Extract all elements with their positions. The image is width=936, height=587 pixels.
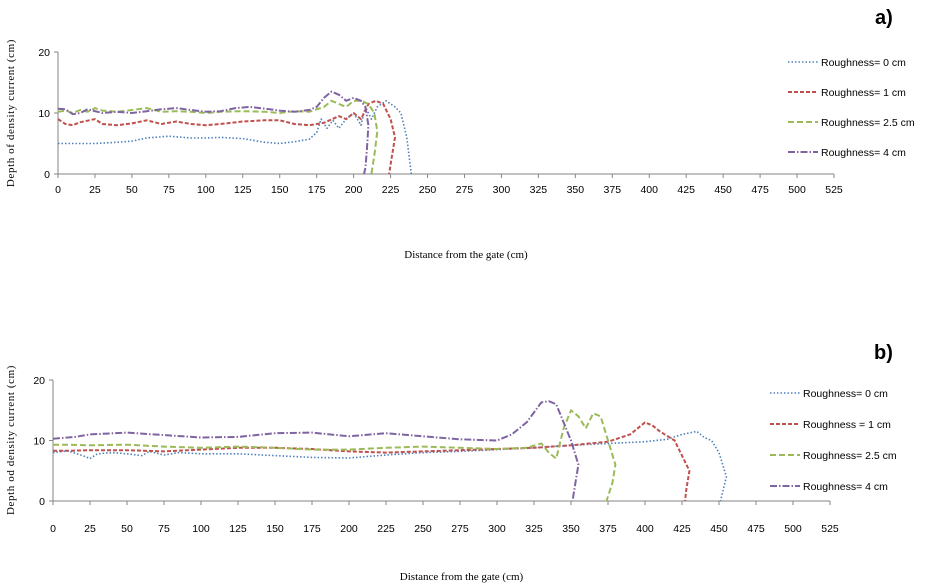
x-tick-label: 325 [525,523,543,535]
y-tick-label: 20 [33,375,45,387]
x-tick-label: 425 [673,523,691,535]
x-tick-label: 325 [530,184,548,196]
panel-label: b) [874,342,893,364]
x-tick-label: 150 [266,523,284,535]
y-axis-title: Depth od density current (cm) [5,365,17,515]
x-tick-label: 250 [419,184,437,196]
x-tick-label: 450 [710,523,728,535]
x-tick-label: 300 [493,184,511,196]
x-tick-label: 0 [55,184,61,196]
x-tick-label: 50 [126,184,138,196]
x-tick-label: 0 [50,523,56,535]
series-line-0 [58,100,413,175]
x-tick-label: 75 [158,523,170,535]
x-tick-label: 300 [488,523,506,535]
series-line-1 [53,421,691,502]
x-tick-label: 100 [197,184,215,196]
x-tick-label: 25 [89,184,101,196]
y-tick-label: 10 [33,436,45,448]
y-tick-label: 10 [38,108,50,120]
series-line-3 [52,400,580,502]
x-tick-label: 225 [377,523,395,535]
legend-label: Roughness= 2.5 cm [821,117,915,129]
y-tick-label: 20 [38,47,50,59]
x-tick-label: 375 [604,184,622,196]
series-line-1 [57,99,396,175]
x-tick-label: 125 [234,184,252,196]
series-line-3 [57,90,370,175]
x-axis-title: Distance from the gate (cm) [400,571,524,583]
x-tick-label: 425 [677,184,695,196]
x-tick-label: 525 [825,184,843,196]
y-axis-title: Depth of density current (cm) [5,39,17,187]
panel-label: a) [875,7,893,29]
x-tick-label: 75 [163,184,175,196]
x-tick-label: 500 [788,184,806,196]
x-tick-label: 525 [821,523,839,535]
x-tick-label: 250 [414,523,432,535]
legend-label: Roughness= 1 cm [821,87,906,99]
x-axis-title: Distance from the gate (cm) [404,249,528,261]
x-tick-label: 450 [714,184,732,196]
x-tick-label: 200 [340,523,358,535]
series-line-0 [52,430,728,502]
x-tick-label: 475 [747,523,765,535]
x-tick-label: 175 [303,523,321,535]
x-tick-label: 275 [451,523,469,535]
x-tick-label: 475 [751,184,769,196]
x-tick-label: 225 [382,184,400,196]
x-tick-label: 350 [567,184,585,196]
x-tick-label: 500 [784,523,802,535]
legend-label: Roughness = 1 cm [803,419,891,431]
x-tick-label: 150 [271,184,289,196]
x-tick-label: 175 [308,184,326,196]
legend-label: Roughness= 0 cm [821,57,906,69]
x-tick-label: 400 [636,523,654,535]
legend-label: Roughness= 4 cm [803,481,888,493]
series-line-2 [57,99,379,175]
legend-label: Roughness= 0 cm [803,388,888,400]
y-tick-label: 0 [44,169,50,181]
series-line-2 [53,409,617,502]
x-tick-label: 350 [562,523,580,535]
x-tick-label: 275 [456,184,474,196]
legend-label: Roughness= 4 cm [821,147,906,159]
x-tick-label: 125 [229,523,247,535]
x-tick-label: 100 [192,523,210,535]
x-tick-label: 200 [345,184,363,196]
x-tick-label: 25 [84,523,96,535]
y-tick-label: 0 [39,496,45,508]
x-tick-label: 375 [599,523,617,535]
x-tick-label: 50 [121,523,133,535]
x-tick-label: 400 [640,184,658,196]
legend-label: Roughness= 2.5 cm [803,450,897,462]
